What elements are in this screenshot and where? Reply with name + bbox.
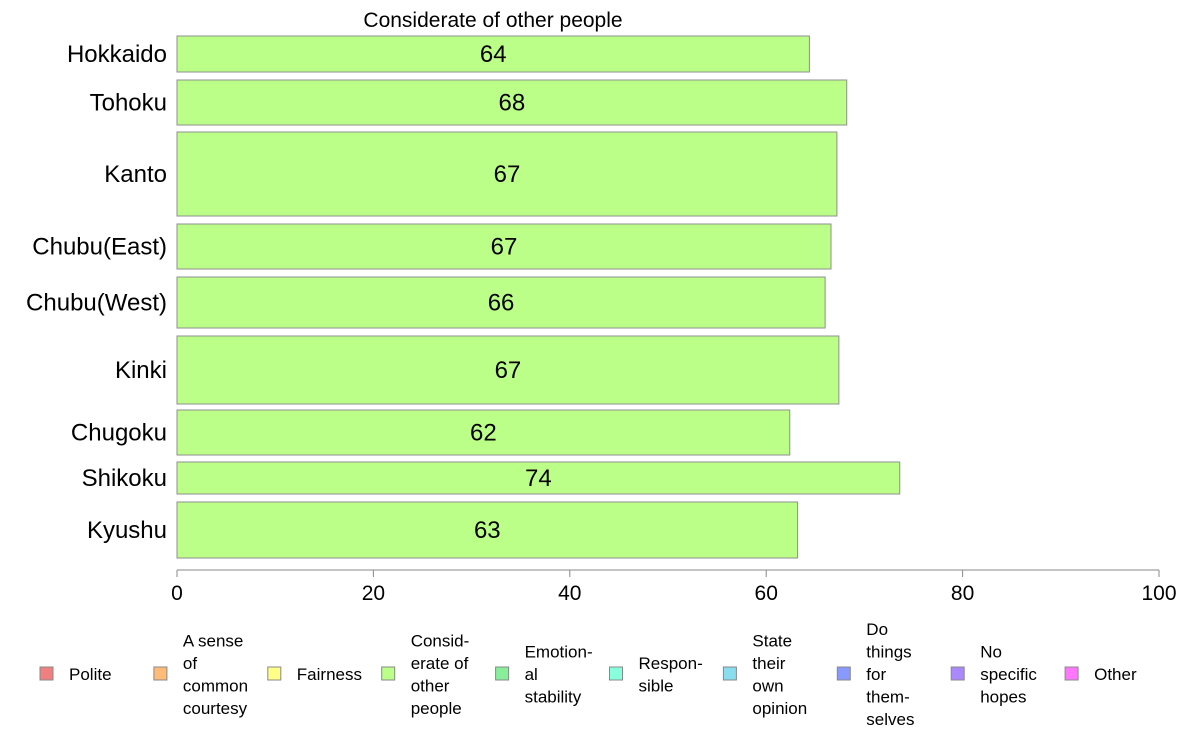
legend-label: Emotion-al stability — [525, 643, 593, 707]
legend-swatch — [836, 666, 851, 681]
data-label: 67 — [494, 161, 521, 188]
bar-chugoku — [176, 409, 791, 456]
legend-label-line: stability — [525, 688, 582, 707]
data-label: 66 — [488, 290, 515, 317]
legend: Polite A sense of common courtesy Fairness Con… — [39, 620, 1137, 729]
legend-label-line: their — [752, 654, 785, 673]
category-label: Kanto — [104, 161, 167, 188]
legend-label-line: State — [752, 631, 792, 650]
legend-label-line: A sense — [183, 631, 244, 650]
bars-group — [176, 35, 901, 559]
legend-label-line: Consid- — [411, 631, 470, 650]
legend-label: Polite — [69, 665, 112, 684]
x-tick-label: 20 — [362, 582, 385, 605]
legend-label-line: selves — [866, 710, 914, 729]
legend-swatch — [950, 666, 965, 681]
data-label: 74 — [525, 465, 552, 492]
bar-kanto — [176, 131, 838, 217]
legend-label-line: Do — [866, 620, 888, 639]
bar-kinki — [176, 335, 840, 405]
legend-label-line: them- — [866, 688, 909, 707]
legend-label: Respon-sible — [639, 654, 703, 696]
bar-hokkaido — [176, 35, 810, 73]
category-label: Kyushu — [87, 517, 167, 544]
legend-label-line: courtesy — [183, 699, 248, 718]
x-tick-label: 100 — [1141, 582, 1176, 605]
legend-label-line: Emotion- — [525, 643, 593, 662]
legend-swatch — [381, 666, 396, 681]
legend-swatch — [495, 666, 510, 681]
legend-swatch — [609, 666, 623, 681]
legend-label: State their own opinion — [752, 631, 807, 718]
legend-label-line: Respon- — [639, 654, 703, 673]
legend-swatch — [39, 666, 54, 681]
category-label: Hokkaido — [67, 41, 167, 68]
bar-kyushu — [176, 501, 799, 559]
legend-label: A sense of common courtesy — [183, 631, 248, 718]
legend-label-line: al — [525, 665, 538, 684]
legend-label-line: common — [183, 676, 248, 695]
category-label: Chubu(East) — [32, 234, 167, 261]
x-axis: 0 20 40 60 80 100 — [171, 569, 1177, 605]
category-label: Chubu(West) — [26, 290, 167, 317]
legend-label-line: own — [752, 676, 783, 695]
category-label: Kinki — [115, 357, 167, 384]
category-label: Chugoku — [71, 420, 167, 447]
legend-label-line: erate of — [411, 654, 469, 673]
legend-swatch — [267, 666, 282, 681]
bar-tohoku — [176, 79, 848, 126]
legend-label-line: opinion — [752, 699, 807, 718]
legend-label-line: hopes — [980, 688, 1026, 707]
legend-label-line: things — [866, 643, 911, 662]
x-tick-label: 60 — [755, 582, 778, 605]
x-tick-label: 0 — [171, 582, 183, 605]
data-label: 64 — [480, 41, 507, 68]
legend-label: Consid-erate of other people — [411, 631, 470, 718]
data-label: 67 — [491, 234, 518, 261]
legend-label-line: people — [411, 699, 462, 718]
legend-label: Do things for them-selves — [866, 620, 914, 729]
category-label: Shikoku — [82, 465, 167, 492]
bar-chubu-west- — [176, 276, 826, 329]
legend-swatch — [1064, 666, 1079, 681]
legend-swatch — [153, 666, 168, 681]
legend-label-line: other — [411, 676, 450, 695]
data-label: 62 — [470, 420, 497, 447]
legend-label-line: for — [866, 665, 886, 684]
legend-label-line: specific — [980, 665, 1037, 684]
data-label: 67 — [495, 357, 522, 384]
x-tick-label: 40 — [558, 582, 581, 605]
legend-label: Fairness — [297, 665, 362, 684]
legend-label-line: of — [183, 654, 197, 673]
data-label: 63 — [474, 517, 501, 544]
bar-shikoku — [176, 461, 901, 495]
legend-label-line: No — [980, 643, 1002, 662]
bar-chubu-east- — [176, 223, 832, 270]
legend-label-line: sible — [639, 676, 674, 695]
legend-label: No specific hopes — [980, 643, 1037, 707]
data-labels: 64 68 67 67 66 67 62 74 63 — [470, 41, 552, 544]
chart-title: Considerate of other people — [363, 9, 622, 32]
legend-swatch — [722, 666, 737, 681]
x-tick-label: 80 — [951, 582, 974, 605]
data-label: 68 — [499, 90, 526, 117]
category-labels: Hokkaido Tohoku Kanto Chubu(East) Chubu(West… — [26, 41, 167, 544]
category-label: Tohoku — [90, 90, 167, 117]
legend-label: Other — [1094, 665, 1137, 684]
